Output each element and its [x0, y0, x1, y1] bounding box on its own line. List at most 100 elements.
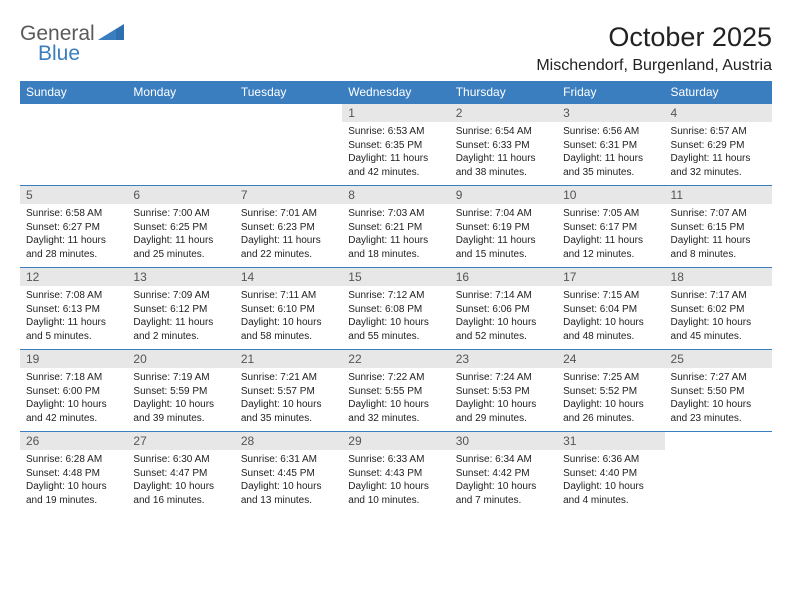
sunrise-text: Sunrise: 7:09 AM	[133, 289, 228, 303]
sunrise-text: Sunrise: 6:58 AM	[26, 207, 121, 221]
day-number: 19	[20, 350, 127, 369]
weekday-header: Saturday	[665, 81, 772, 104]
sunset-text: Sunset: 6:17 PM	[563, 221, 658, 235]
d1-text: Daylight: 10 hours	[26, 480, 121, 494]
d2-text: and 38 minutes.	[456, 166, 551, 180]
day-cell: Sunrise: 6:34 AMSunset: 4:42 PMDaylight:…	[450, 450, 557, 513]
day-number: 15	[342, 268, 449, 287]
sunset-text: Sunset: 6:12 PM	[133, 303, 228, 317]
sunrise-text: Sunrise: 6:54 AM	[456, 125, 551, 139]
sunset-text: Sunset: 4:42 PM	[456, 467, 551, 481]
d2-text: and 18 minutes.	[348, 248, 443, 262]
day-cell: Sunrise: 7:27 AMSunset: 5:50 PMDaylight:…	[665, 368, 772, 432]
sunrise-text: Sunrise: 7:05 AM	[563, 207, 658, 221]
day-number	[235, 104, 342, 123]
day-number: 24	[557, 350, 664, 369]
sunrise-text: Sunrise: 6:30 AM	[133, 453, 228, 467]
d2-text: and 55 minutes.	[348, 330, 443, 344]
d2-text: and 7 minutes.	[456, 494, 551, 508]
sunset-text: Sunset: 5:52 PM	[563, 385, 658, 399]
sunrise-text: Sunrise: 7:11 AM	[241, 289, 336, 303]
day-number: 10	[557, 186, 664, 205]
sunrise-text: Sunrise: 7:17 AM	[671, 289, 766, 303]
d2-text: and 13 minutes.	[241, 494, 336, 508]
sunrise-text: Sunrise: 7:03 AM	[348, 207, 443, 221]
day-cell: Sunrise: 7:00 AMSunset: 6:25 PMDaylight:…	[127, 204, 234, 268]
day-number: 28	[235, 432, 342, 451]
d1-text: Daylight: 10 hours	[348, 316, 443, 330]
d1-text: Daylight: 11 hours	[456, 234, 551, 248]
d1-text: Daylight: 10 hours	[241, 316, 336, 330]
d1-text: Daylight: 10 hours	[563, 398, 658, 412]
d2-text: and 4 minutes.	[563, 494, 658, 508]
d2-text: and 28 minutes.	[26, 248, 121, 262]
d1-text: Daylight: 10 hours	[348, 480, 443, 494]
d2-text: and 22 minutes.	[241, 248, 336, 262]
day-number: 21	[235, 350, 342, 369]
sunset-text: Sunset: 4:48 PM	[26, 467, 121, 481]
sunrise-text: Sunrise: 6:31 AM	[241, 453, 336, 467]
month-title: October 2025	[536, 22, 772, 53]
logo-text-blue: Blue	[38, 42, 95, 66]
sunrise-text: Sunrise: 7:24 AM	[456, 371, 551, 385]
weekday-header: Monday	[127, 81, 234, 104]
sunset-text: Sunset: 6:19 PM	[456, 221, 551, 235]
sunrise-text: Sunrise: 6:33 AM	[348, 453, 443, 467]
day-number: 18	[665, 268, 772, 287]
day-number: 2	[450, 104, 557, 123]
d1-text: Daylight: 11 hours	[348, 152, 443, 166]
day-number: 11	[665, 186, 772, 205]
day-cell	[127, 122, 234, 186]
d1-text: Daylight: 10 hours	[563, 480, 658, 494]
sunrise-text: Sunrise: 7:21 AM	[241, 371, 336, 385]
day-cell: Sunrise: 7:08 AMSunset: 6:13 PMDaylight:…	[20, 286, 127, 350]
sunset-text: Sunset: 6:29 PM	[671, 139, 766, 153]
d1-text: Daylight: 10 hours	[456, 398, 551, 412]
daynum-row: 19202122232425	[20, 350, 772, 369]
d1-text: Daylight: 11 hours	[456, 152, 551, 166]
d1-text: Daylight: 10 hours	[241, 398, 336, 412]
d1-text: Daylight: 10 hours	[26, 398, 121, 412]
sunrise-text: Sunrise: 7:18 AM	[26, 371, 121, 385]
detail-row: Sunrise: 7:08 AMSunset: 6:13 PMDaylight:…	[20, 286, 772, 350]
day-number: 3	[557, 104, 664, 123]
day-number: 22	[342, 350, 449, 369]
d2-text: and 58 minutes.	[241, 330, 336, 344]
day-number: 6	[127, 186, 234, 205]
daynum-row: 1234	[20, 104, 772, 123]
day-cell: Sunrise: 7:19 AMSunset: 5:59 PMDaylight:…	[127, 368, 234, 432]
d2-text: and 42 minutes.	[26, 412, 121, 426]
day-cell: Sunrise: 7:04 AMSunset: 6:19 PMDaylight:…	[450, 204, 557, 268]
day-cell: Sunrise: 7:25 AMSunset: 5:52 PMDaylight:…	[557, 368, 664, 432]
d2-text: and 52 minutes.	[456, 330, 551, 344]
title-block: October 2025 Mischendorf, Burgenland, Au…	[536, 22, 772, 75]
sunset-text: Sunset: 5:53 PM	[456, 385, 551, 399]
d1-text: Daylight: 11 hours	[133, 234, 228, 248]
sunrise-text: Sunrise: 7:04 AM	[456, 207, 551, 221]
sunrise-text: Sunrise: 6:57 AM	[671, 125, 766, 139]
calendar-table: Sunday Monday Tuesday Wednesday Thursday…	[20, 81, 772, 513]
day-cell: Sunrise: 6:30 AMSunset: 4:47 PMDaylight:…	[127, 450, 234, 513]
d2-text: and 8 minutes.	[671, 248, 766, 262]
day-cell	[665, 450, 772, 513]
sunset-text: Sunset: 6:02 PM	[671, 303, 766, 317]
d2-text: and 32 minutes.	[671, 166, 766, 180]
day-cell: Sunrise: 7:22 AMSunset: 5:55 PMDaylight:…	[342, 368, 449, 432]
sunrise-text: Sunrise: 7:15 AM	[563, 289, 658, 303]
sunrise-text: Sunrise: 7:27 AM	[671, 371, 766, 385]
sunrise-text: Sunrise: 6:53 AM	[348, 125, 443, 139]
day-cell: Sunrise: 7:05 AMSunset: 6:17 PMDaylight:…	[557, 204, 664, 268]
d2-text: and 29 minutes.	[456, 412, 551, 426]
sunset-text: Sunset: 6:27 PM	[26, 221, 121, 235]
sunset-text: Sunset: 6:06 PM	[456, 303, 551, 317]
d1-text: Daylight: 11 hours	[26, 316, 121, 330]
day-number: 30	[450, 432, 557, 451]
day-cell: Sunrise: 7:11 AMSunset: 6:10 PMDaylight:…	[235, 286, 342, 350]
d2-text: and 42 minutes.	[348, 166, 443, 180]
day-number: 13	[127, 268, 234, 287]
weekday-header: Wednesday	[342, 81, 449, 104]
sunset-text: Sunset: 6:33 PM	[456, 139, 551, 153]
day-number: 31	[557, 432, 664, 451]
sunrise-text: Sunrise: 7:19 AM	[133, 371, 228, 385]
d2-text: and 23 minutes.	[671, 412, 766, 426]
